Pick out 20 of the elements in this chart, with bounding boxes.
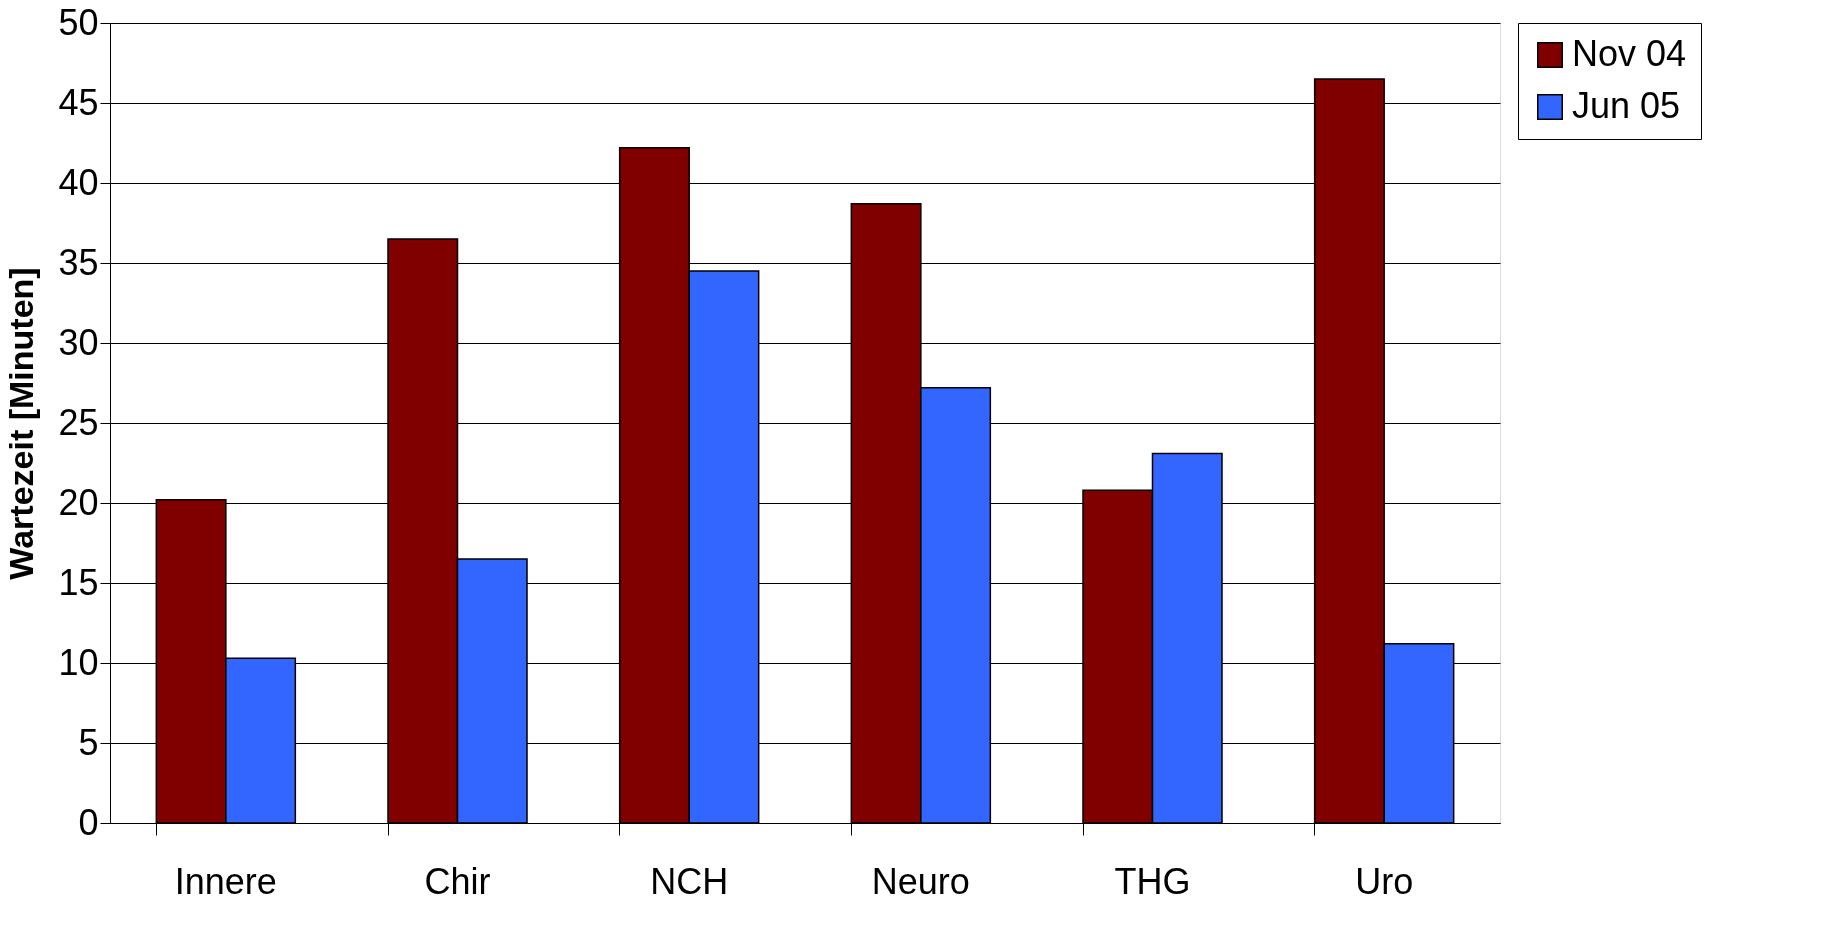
y-tick-label: 35 xyxy=(58,241,99,283)
legend-label: Jun 05 xyxy=(1572,85,1681,126)
y-tick-label: 45 xyxy=(58,81,99,123)
x-tick-label: THG xyxy=(1114,860,1191,902)
y-tick-label: 40 xyxy=(58,161,99,203)
x-tick-label: Neuro xyxy=(871,860,970,902)
x-tick-label: Innere xyxy=(174,860,277,902)
legend-label: Nov 04 xyxy=(1572,33,1687,74)
y-tick-label: 20 xyxy=(58,481,99,523)
y-tick-label: 10 xyxy=(58,641,99,683)
x-tick-label: Chir xyxy=(424,860,491,902)
x-tick-label: NCH xyxy=(650,860,729,902)
y-tick-label: 30 xyxy=(58,321,99,363)
x-tick-label: Uro xyxy=(1355,860,1414,902)
y-tick-label: 50 xyxy=(58,1,99,43)
y-tick-label: 0 xyxy=(78,801,99,843)
y-tick-label: 15 xyxy=(58,561,99,603)
y-tick-label: 5 xyxy=(78,721,99,763)
y-tick-label: 25 xyxy=(58,401,99,443)
y-axis-title: Wartezeit [Minuten] xyxy=(2,267,41,580)
